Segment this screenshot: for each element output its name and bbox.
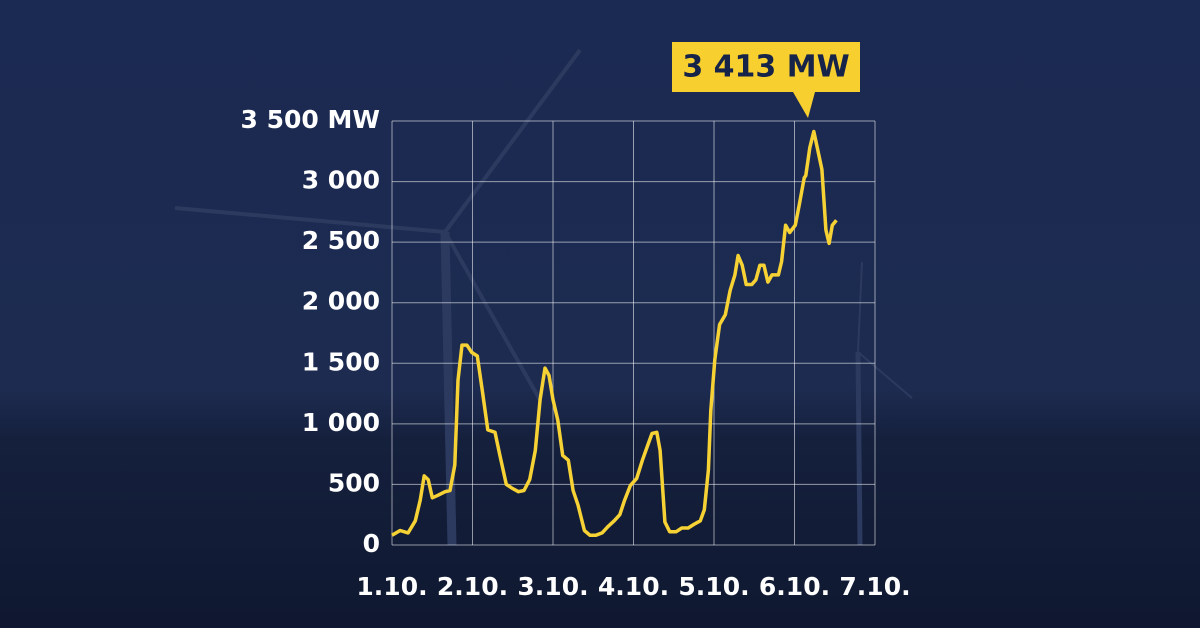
callout: 3 413 MW bbox=[672, 42, 860, 118]
x-tick-label: 6.10. bbox=[759, 572, 830, 601]
x-tick-label: 7.10. bbox=[839, 572, 910, 601]
x-tick-label: 4.10. bbox=[598, 572, 669, 601]
x-tick-label: 5.10. bbox=[678, 572, 749, 601]
y-tick-label: 0 bbox=[363, 529, 380, 558]
y-tick-label: 500 bbox=[328, 468, 380, 497]
y-tick-label: 1 000 bbox=[302, 408, 380, 437]
callout-box bbox=[672, 42, 860, 118]
y-tick-label: 2 000 bbox=[302, 287, 380, 316]
y-tick-label: 1 500 bbox=[302, 347, 380, 376]
y-tick-label: 3 000 bbox=[302, 166, 380, 195]
y-tick-label: 2 500 bbox=[302, 226, 380, 255]
turbine-decoration bbox=[174, 48, 913, 546]
plot-area: 0 500 1 000 1 500 2 000 2 500 3 000 3 500 MW 1.1… bbox=[241, 105, 911, 601]
x-tick-label: 3.10. bbox=[517, 572, 588, 601]
annotation: 3 413 MW bbox=[682, 50, 849, 85]
y-tick-label: 3 500 MW bbox=[241, 105, 380, 134]
x-tick-label: 1.10. bbox=[356, 572, 427, 601]
series-line bbox=[391, 129, 838, 538]
x-tick-label: 2.10. bbox=[437, 572, 508, 601]
